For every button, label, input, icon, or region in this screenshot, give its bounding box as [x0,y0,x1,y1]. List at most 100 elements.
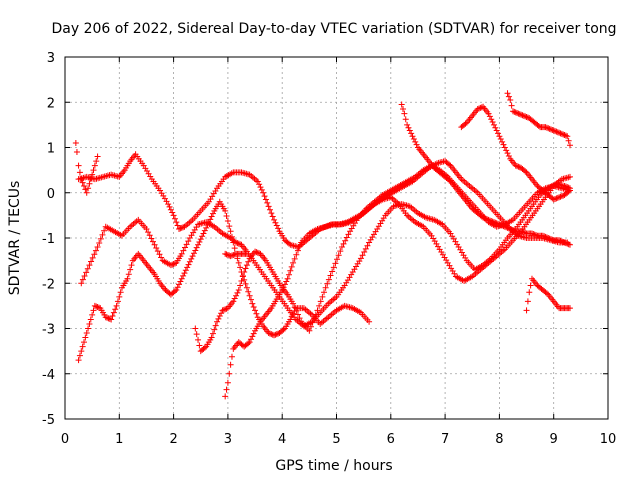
data-point [446,161,453,168]
data-point [561,132,568,139]
data-point [109,313,116,320]
data-point [249,333,256,340]
data-point [234,289,241,296]
data-point [234,240,241,247]
data-point [174,284,181,291]
data-point [405,124,412,131]
data-point [149,238,156,245]
data-point [91,162,98,169]
data-point [265,203,272,210]
data-point [105,315,112,322]
data-point [177,225,184,232]
data-point [99,231,106,238]
data-point [245,288,252,295]
data-point [490,121,497,128]
y-axis-label: SDTVAR / TECUs [7,181,23,296]
data-point [412,138,419,145]
data-point [505,152,512,159]
data-point [558,238,565,245]
y-tick-label: -3 [42,323,55,338]
data-point [290,300,297,307]
data-point [566,241,573,248]
data-point [512,109,519,116]
data-point [97,235,104,242]
x-tick-label: 3 [224,432,232,447]
data-point [153,244,160,251]
data-point [78,176,85,183]
data-point [87,176,94,183]
data-point [495,220,502,227]
data-point [231,245,238,252]
data-point [214,318,221,325]
data-point [547,236,554,243]
data-point [78,280,85,287]
data-point [546,235,553,242]
data-point [400,106,407,113]
data-point [291,255,298,262]
data-point [92,247,99,254]
data-point [485,110,492,117]
data-point [167,262,174,269]
data-point [312,311,319,318]
data-point [554,129,561,136]
data-point [252,248,259,255]
data-point [91,302,98,309]
data-point [169,261,176,268]
data-point [364,242,371,249]
data-point [243,284,250,291]
data-point [413,141,420,148]
data-point [218,310,225,317]
data-point [208,334,215,341]
data-point [327,272,334,279]
data-point [93,303,100,310]
data-point [489,218,496,225]
data-point [78,348,85,355]
data-point [90,307,97,314]
data-point [558,193,565,200]
data-point [503,147,510,154]
data-point [481,215,488,222]
data-point [550,196,557,203]
data-point [493,127,500,134]
data-point [185,238,192,245]
data-point [227,228,234,235]
data-point [89,311,96,318]
data-point [558,130,565,137]
data-point [476,105,483,112]
y-tick-label: -4 [42,368,55,383]
data-point [334,256,341,263]
data-point [224,379,231,386]
data-point [88,258,95,265]
data-point [330,264,337,271]
data-point [170,261,177,268]
y-tick-label: 2 [47,96,55,111]
data-point [226,223,233,230]
x-tick-label: 0 [61,432,69,447]
x-tick-label: 10 [600,432,617,447]
data-point [345,231,352,238]
data-point [185,261,192,268]
data-point [522,168,529,175]
data-point [545,235,552,241]
data-point [316,302,323,309]
data-point [215,315,222,322]
data-point [280,284,287,291]
data-point [203,224,210,231]
x-tick-label: 5 [332,432,340,447]
data-point [566,305,573,312]
data-point [496,221,503,228]
data-point [340,240,347,247]
data-point [335,252,342,259]
data-point [173,287,180,294]
data-point [224,251,231,258]
x-tick-label: 2 [169,432,177,447]
data-point [545,125,552,132]
data-point [488,218,495,225]
data-point [245,258,252,265]
y-tick-label: 1 [47,142,55,157]
data-point [541,233,548,240]
data-point [307,323,314,330]
data-point [201,227,208,234]
x-tick-label: 9 [550,432,558,447]
data-point [197,236,204,243]
